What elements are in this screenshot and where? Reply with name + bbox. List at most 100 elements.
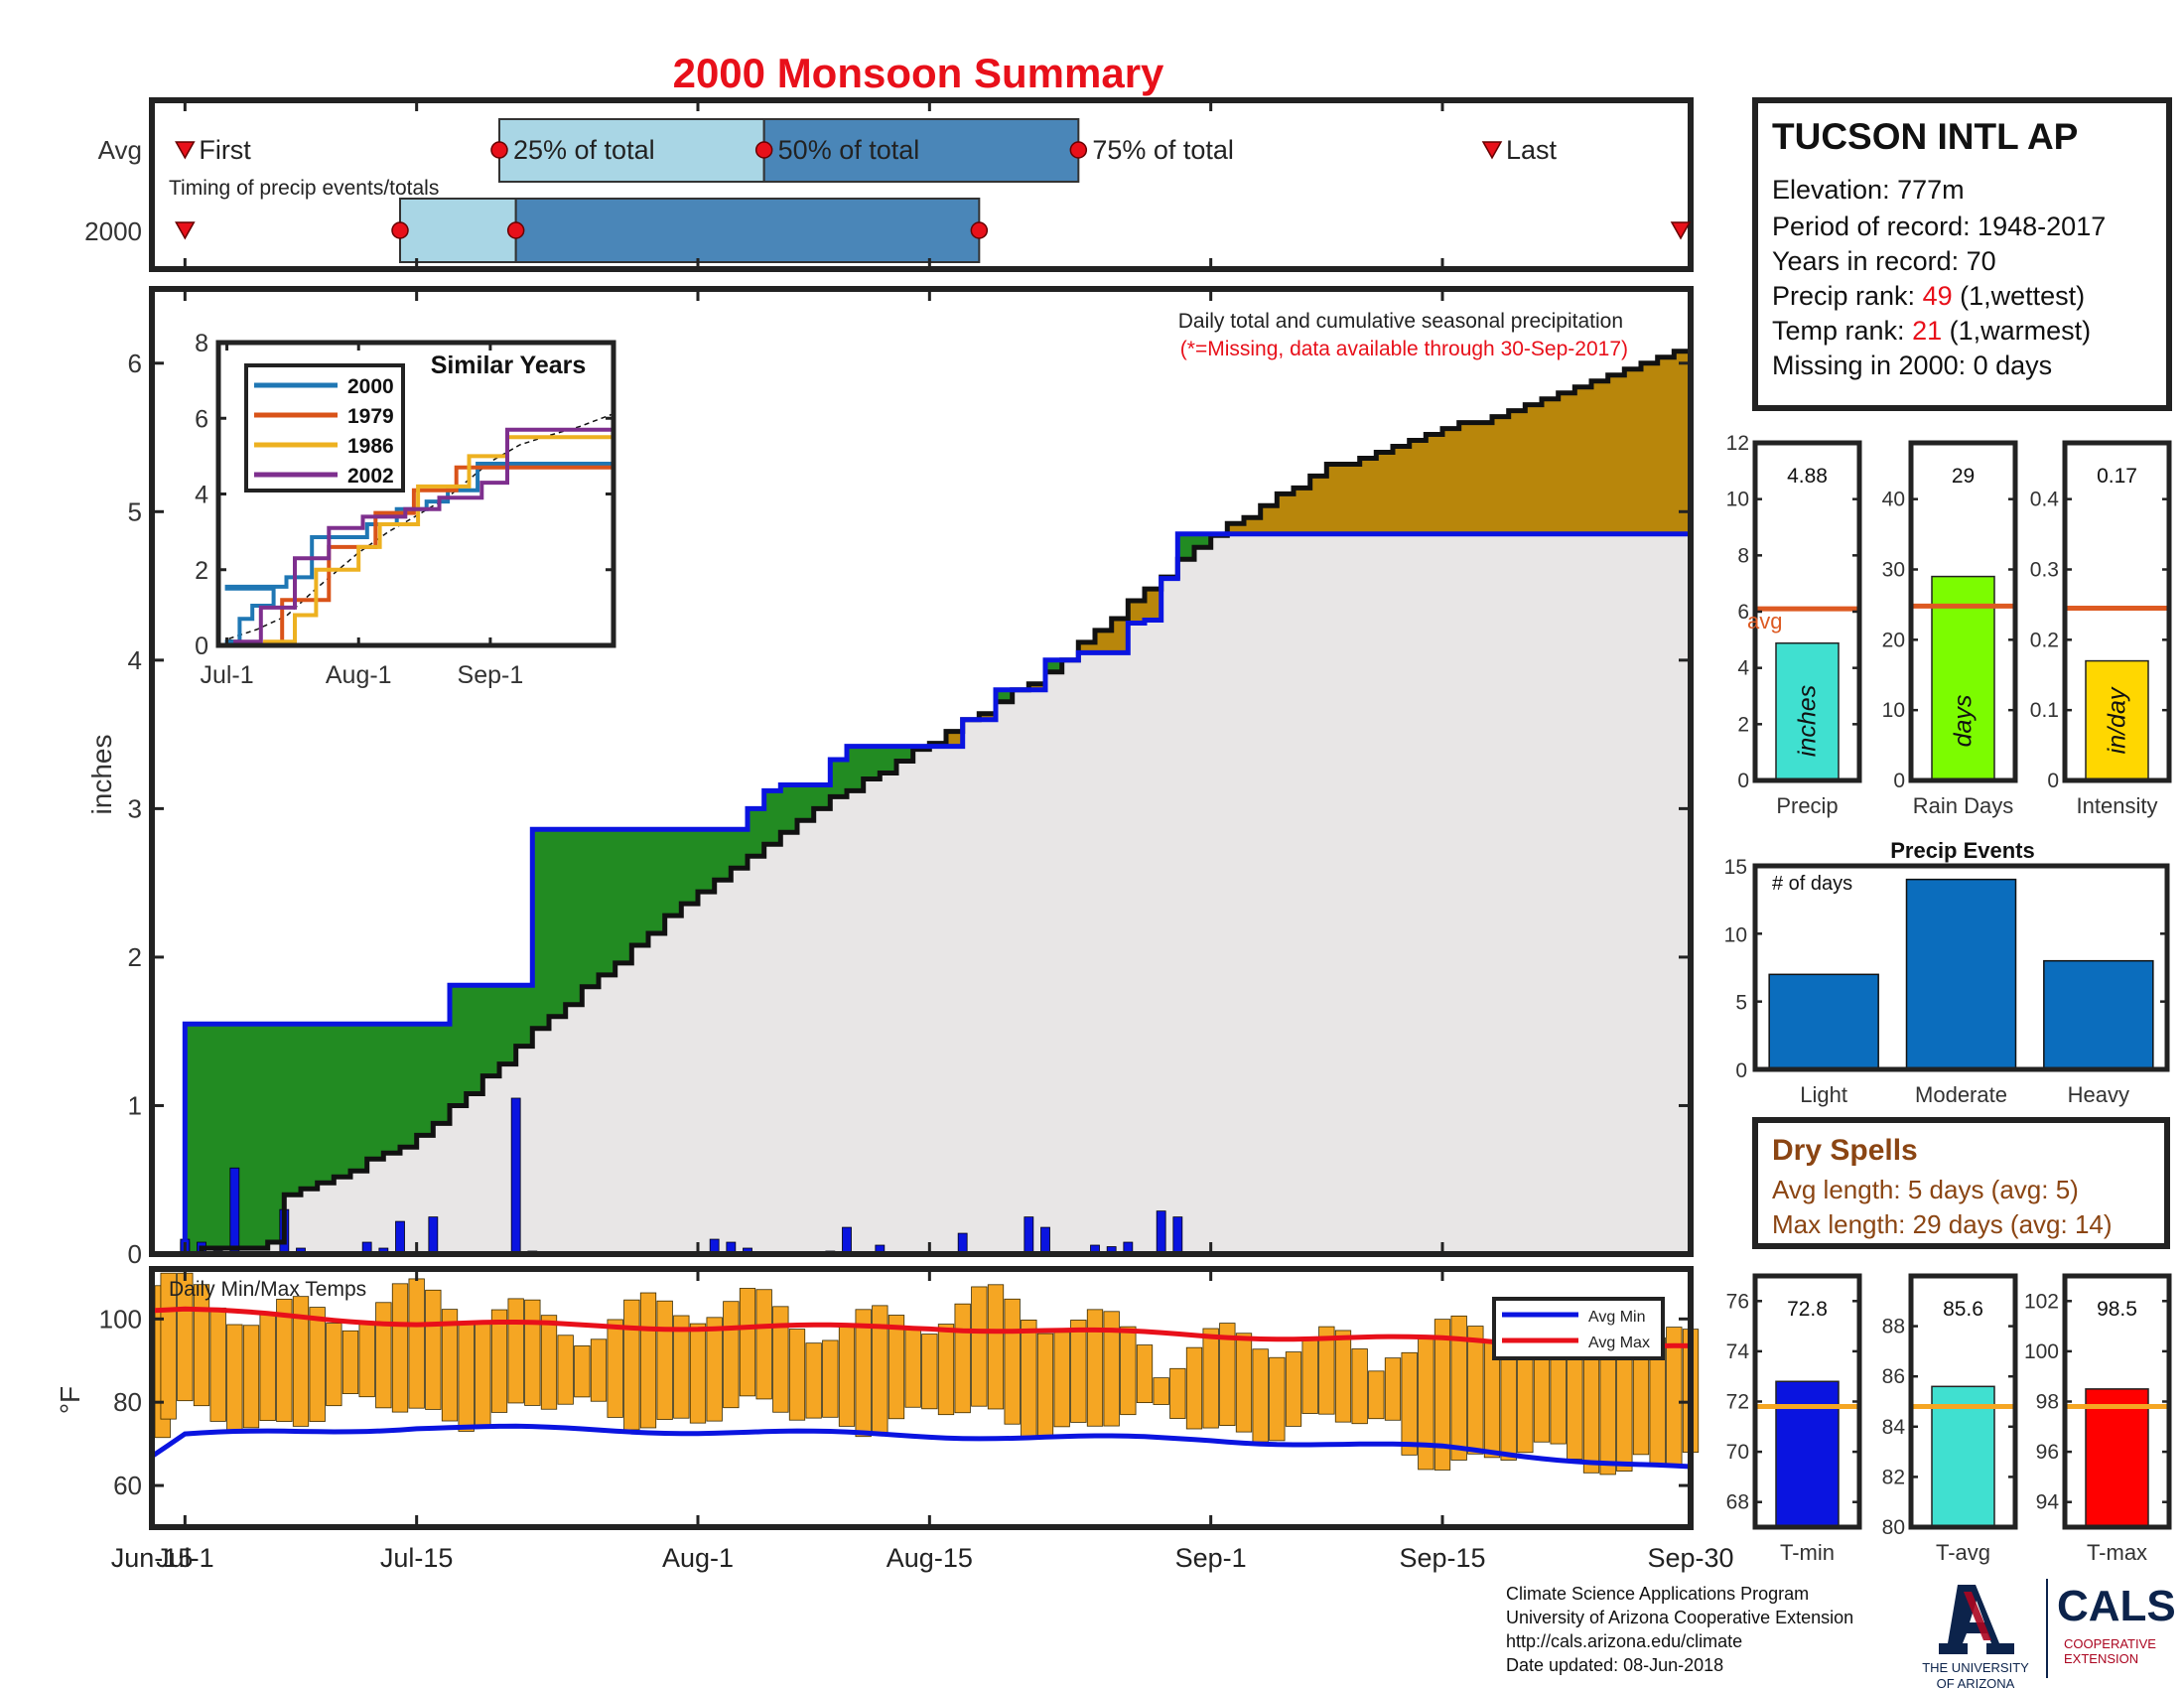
ua-wordmark-line2: OF ARIZONA xyxy=(1937,1676,2015,1688)
similar-years-inset: 0 2 4 6 8 Jul-1 Aug-1 Sep-1 Similar Years 2000 1… xyxy=(195,330,616,689)
stat-precip-ytick-label: 0 xyxy=(1737,770,1749,792)
station-name: TUCSON INTL AP xyxy=(1772,116,2078,157)
events-bar-moderate xyxy=(1905,878,2017,1070)
daily-temp-range-bar xyxy=(1252,1348,1269,1443)
temp-stat-t-min-panel: 68 70 72 74 76 72.8 T-min xyxy=(1726,1273,1862,1565)
temp-stat-t-min-ytick-label: 68 xyxy=(1726,1491,1749,1514)
temp-stat-t-avg-ytick-label: 82 xyxy=(1882,1466,1905,1488)
daily-precip-bar xyxy=(428,1216,439,1255)
daily-temp-range-bar xyxy=(540,1315,558,1410)
temp-stat-t-avg-panel: 80 82 84 86 88 85.6 T-avg xyxy=(1882,1273,2018,1565)
stat-intensity-ytick-label: 0.3 xyxy=(2030,559,2059,582)
daily-temp-range-bar xyxy=(788,1329,806,1421)
daily-temp-range-bar xyxy=(1384,1357,1402,1421)
daily-temp-range-bar xyxy=(1004,1298,1021,1425)
events-bar-heavy xyxy=(2043,959,2154,1070)
temp-stat-t-min-ytick-label: 72 xyxy=(1726,1391,1749,1414)
date-axis-label: Sep-15 xyxy=(1399,1543,1485,1573)
dry-spells-title: Dry Spells xyxy=(1772,1134,1918,1167)
inset-ytick-label: 6 xyxy=(195,405,208,433)
daily-temp-range-bar xyxy=(326,1323,342,1407)
events-title: Precip Events xyxy=(1890,838,2035,863)
daily-temp-range-bar xyxy=(1185,1346,1203,1430)
temp-stat-t-max-value-label: 98.5 xyxy=(2097,1298,2137,1321)
ua-wordmark-line1: THE UNIVERSITY xyxy=(1922,1660,2029,1675)
base-cumulative-fill xyxy=(152,529,1691,1254)
stat-precip-value-bar xyxy=(1775,641,1840,781)
main-ytick-label: 3 xyxy=(128,793,142,823)
daily-temp-range-bar xyxy=(557,1335,574,1405)
station-elevation: Elevation: 777m xyxy=(1772,175,1965,205)
dry-spells-max-length: Max length: 29 days (avg: 14) xyxy=(1772,1209,2113,1239)
daily-temp-range-bar xyxy=(723,1301,740,1409)
events-bar-light xyxy=(1768,973,1879,1070)
daily-temp-range-bar xyxy=(887,1315,905,1420)
date-axis-label: Jun-15 xyxy=(111,1543,194,1573)
daily-temp-range-bar xyxy=(954,1303,971,1414)
main-ytick-label: 4 xyxy=(128,645,142,675)
daily-temp-range-bar xyxy=(1285,1351,1302,1427)
timing-label-p75: 75% of total xyxy=(1092,135,1234,165)
inset-ytick-label: 2 xyxy=(195,557,208,585)
daily-precip-bar xyxy=(1172,1216,1183,1255)
events-frame xyxy=(1752,863,2170,1072)
timing-box-50-75 xyxy=(762,118,1080,183)
temp-stat-t-avg-ytick-label: 86 xyxy=(1882,1365,1905,1388)
daily-precip-bar xyxy=(842,1226,852,1255)
stat-precip-panel: 0 2 4 6 8 10 12 4.88 Precip inches avg xyxy=(1726,432,1862,818)
stat-rain-days-panel: 0 10 20 30 40 29 Rain Days days xyxy=(1882,440,2018,818)
daily-precip-bar xyxy=(395,1220,405,1255)
stat-intensity-unit-label: in/day xyxy=(2104,686,2131,754)
daily-temp-range-bar xyxy=(590,1338,608,1402)
daily-temp-range-bar xyxy=(408,1278,425,1409)
daily-temp-range-bar xyxy=(623,1299,640,1431)
inset-legend-label: 1986 xyxy=(347,435,394,458)
avg-min-temp-line xyxy=(150,1423,1692,1470)
daily-temp-range-bar xyxy=(1351,1348,1368,1425)
ua-a-mark-icon xyxy=(1939,1585,2014,1654)
daily-temp-range-bar xyxy=(921,1334,938,1410)
station-precip-rank: Precip rank: 49 (1,wettest) xyxy=(1772,281,2085,311)
dry-spells-box: Dry Spells Avg length: 5 days (avg: 5) M… xyxy=(1752,1117,2170,1249)
timing-box-25-50 xyxy=(399,198,517,263)
temp-stat-t-max-panel: 94 96 98 100 102 98.5 T-max xyxy=(2024,1273,2172,1565)
timing-note: Timing of precip events/totals xyxy=(169,177,439,200)
stat-precip-ytick-label: 2 xyxy=(1737,713,1749,736)
daily-temp-range-bar xyxy=(739,1288,756,1397)
daily-temp-range-bar xyxy=(475,1321,491,1428)
daily-precip-bar xyxy=(1024,1216,1034,1255)
date-axis-label: Aug-1 xyxy=(662,1543,734,1573)
stat-intensity-value-label: 0.17 xyxy=(2097,465,2137,488)
timing-marker-first xyxy=(175,141,196,160)
dry-spells-avg-length: Avg length: 5 days (avg: 5) xyxy=(1772,1175,2079,1204)
daily-temp-range-bar xyxy=(425,1289,442,1410)
date-axis-label: Jul-1 xyxy=(156,1543,214,1573)
stat-rain-days-unit-label: days xyxy=(1950,695,1978,748)
inset-legend-label: 2000 xyxy=(347,375,394,398)
timing-marker-p50 xyxy=(754,141,773,159)
stat-rain-days-ytick-label: 0 xyxy=(1893,770,1905,792)
stat-intensity-ytick-label: 0.1 xyxy=(2030,699,2059,722)
daily-temp-range-bar xyxy=(1467,1326,1484,1455)
main-ytick-label: 6 xyxy=(128,349,142,378)
legend-avg-max-label: Avg Max xyxy=(1588,1335,1650,1351)
season-stat-bars: 0 2 4 6 8 10 12 4.88 Precip inches avg 0 10 20 30 40 29 R… xyxy=(1726,432,2172,818)
timing-marker-p75 xyxy=(1069,141,1088,159)
events-xlabel-moderate: Moderate xyxy=(1915,1082,2007,1107)
temp-stat-t-avg-value-label: 85.6 xyxy=(1943,1298,1983,1321)
daily-temp-range-bar xyxy=(226,1324,243,1432)
inset-line-2000 xyxy=(218,461,615,647)
stat-precip-ytick-label: 4 xyxy=(1737,657,1749,680)
cals-sub-line1: COOPERATIVE xyxy=(2064,1636,2156,1651)
timing-panel: First 25% of total 50% of total 75% of tota… xyxy=(84,97,1694,272)
temps-ytick-label: 100 xyxy=(99,1304,142,1334)
daily-temp-range-bar xyxy=(1401,1351,1418,1456)
daily-temp-range-bar xyxy=(309,1307,326,1422)
events-ytick-label: 15 xyxy=(1724,856,1747,879)
daily-precip-bar xyxy=(510,1097,521,1255)
daily-precip-bar xyxy=(957,1232,968,1255)
daily-temp-range-bar xyxy=(1318,1326,1335,1415)
daily-temp-range-bar xyxy=(242,1325,260,1429)
timing-row-2000-label: 2000 xyxy=(84,216,142,246)
